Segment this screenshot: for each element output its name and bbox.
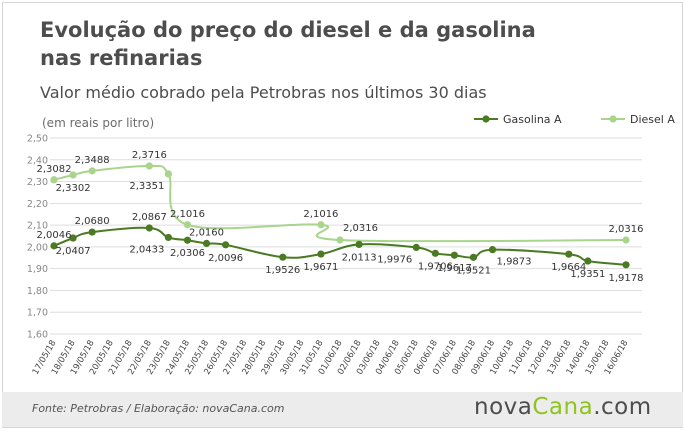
data-point: [183, 221, 192, 229]
y-tick-label: 2,50: [27, 134, 48, 145]
legend-label: Diesel A: [630, 113, 675, 126]
data-point: [565, 250, 573, 258]
brand-logo[interactable]: novaCana.com: [474, 394, 652, 420]
data-point: [355, 240, 363, 249]
data-point: [183, 236, 192, 244]
y-tick-label: 1,70: [27, 308, 48, 319]
data-label: 2,0096: [208, 253, 243, 264]
data-label: 2,3716: [132, 150, 167, 161]
data-label: 2,0306: [170, 248, 205, 259]
line-chart: 1,60 1,70 1,80 1,90 2,00 2,10 2,20 2,30 2,40 2,50…: [27, 113, 676, 377]
y-tick-label: 2,20: [27, 199, 48, 210]
data-point: [202, 239, 211, 248]
brand-main: nova: [474, 394, 533, 420]
data-point: [584, 257, 592, 265]
data-point: [317, 221, 325, 229]
y-tick-label: 2,10: [27, 221, 48, 232]
series-line: [53, 164, 627, 243]
data-point: [145, 162, 153, 170]
brand-accent: Cana: [532, 394, 594, 420]
data-label: 2,1016: [303, 209, 338, 220]
data-point: [88, 228, 96, 236]
data-label: 1,9526: [265, 265, 300, 276]
legend-label: Gasolina A: [503, 113, 562, 126]
data-label: 2,0433: [129, 244, 164, 255]
data-label: 1,9521: [456, 265, 491, 276]
legend-marker: [609, 115, 617, 123]
data-label: 2,1016: [170, 209, 205, 220]
data-point: [50, 242, 58, 250]
data-label: 2,0316: [343, 223, 378, 234]
data-label: 1,9976: [377, 254, 412, 265]
data-label: 1,9351: [570, 269, 605, 280]
data-point: [412, 243, 420, 252]
data-point: [431, 249, 439, 257]
units-note: (em reais por litro): [42, 116, 155, 130]
data-point: [69, 234, 77, 242]
data-point: [469, 253, 478, 261]
data-label: 2,0316: [609, 224, 644, 235]
data-point: [317, 250, 325, 258]
data-label: 2,0867: [132, 212, 167, 223]
legend-marker: [482, 115, 490, 123]
y-tick-label: 1,60: [27, 330, 48, 341]
data-point: [145, 224, 153, 232]
data-label: 2,3082: [37, 164, 72, 175]
y-tick-label: 2,40: [27, 155, 48, 166]
source-credit: Fonte: Petrobras / Elaboração: novaCana.…: [32, 402, 285, 415]
footer-bar: Fonte: Petrobras / Elaboração: novaCana.…: [2, 392, 683, 427]
chart-title: Evolução do preço do diesel e da gasolin…: [40, 18, 536, 70]
data-point: [450, 251, 458, 259]
data-label: 1,9706: [418, 261, 453, 272]
data-point: [164, 233, 172, 242]
data-label: 2,3302: [56, 183, 91, 194]
data-point: [164, 170, 172, 178]
data-point: [69, 171, 77, 179]
data-point: [88, 167, 96, 175]
y-tick-label: 1,90: [27, 264, 48, 275]
data-label: 1,9664: [551, 262, 586, 273]
y-tick-label: 1,80: [27, 286, 48, 297]
data-label: 2,0046: [37, 230, 72, 241]
brand-suffix: .com: [593, 394, 652, 420]
y-tick-label: 2,00: [27, 242, 48, 253]
data-point: [222, 241, 230, 249]
data-point: [336, 236, 344, 244]
y-tick-label: 2,30: [27, 177, 48, 188]
data-label: 1,9873: [497, 257, 532, 268]
data-point: [488, 246, 497, 254]
data-point: [622, 261, 630, 269]
data-label: 2,0680: [75, 216, 110, 227]
data-label: 2,3351: [129, 181, 164, 192]
data-point: [622, 236, 630, 244]
data-point: [279, 253, 287, 261]
chart-subtitle: Valor médio cobrado pela Petrobras nos ú…: [40, 83, 487, 102]
data-label: 2,3488: [75, 155, 110, 166]
data-label: 1,9617: [437, 263, 472, 274]
data-label: 2,0160: [189, 227, 224, 238]
data-label: 2,0407: [56, 246, 91, 257]
data-label: 2,0113: [342, 252, 377, 263]
data-label: 1,9671: [303, 262, 338, 273]
data-point: [50, 176, 58, 184]
data-label: 1,9178: [609, 273, 644, 284]
